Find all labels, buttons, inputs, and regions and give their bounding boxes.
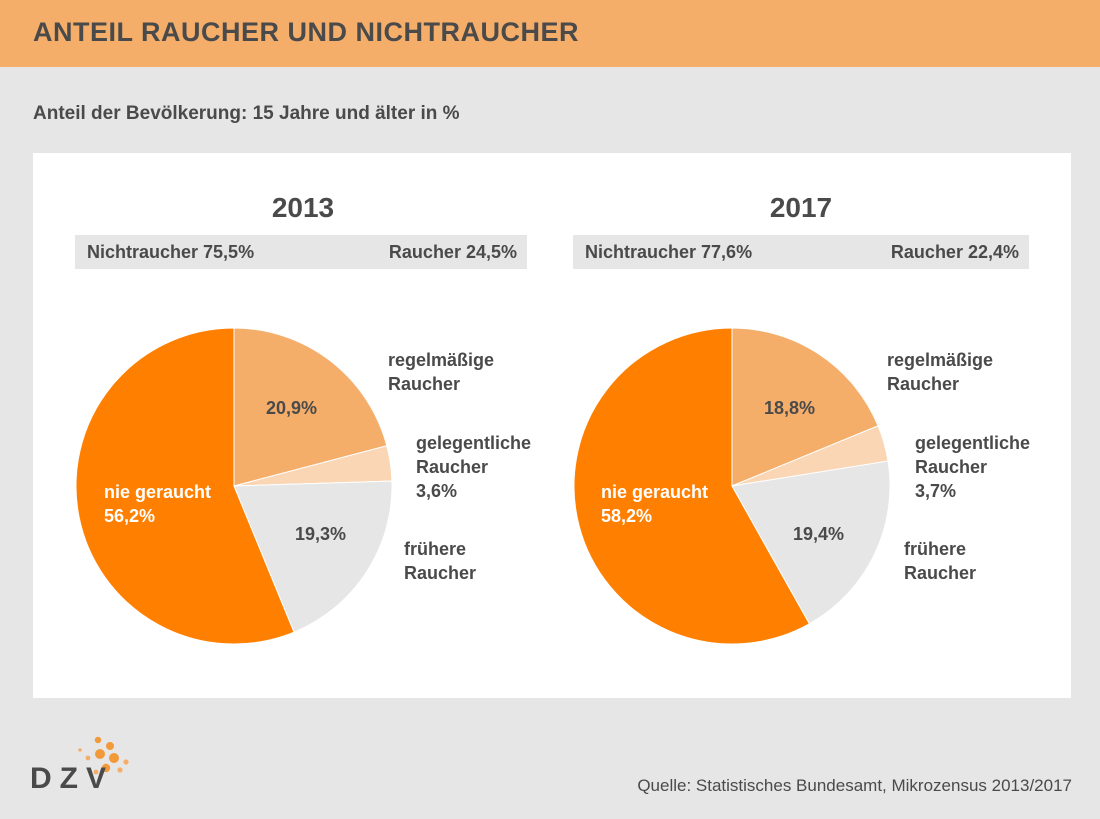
label-fruehere-line2-2013: Raucher [404, 563, 477, 583]
label-gelegentliche-line1-2017: gelegentliche [915, 433, 1031, 453]
chart-subtitle: Anteil der Bevölkerung: 15 Jahre und ält… [33, 103, 460, 124]
label-fruehere-line1-2013: frühere [404, 539, 467, 559]
label-gelegentliche-line2-2013: Raucher [416, 457, 489, 477]
label-fruehere-line1-2017: frühere [904, 539, 967, 559]
value-nie-2013: 56,2% [104, 506, 156, 526]
label-gelegentliche-2013: gelegentliche Raucher 3,6% [416, 431, 531, 503]
label-regelmaessige-line2-2017: Raucher [887, 374, 960, 394]
value-fruehere-2013: 19,3% [295, 524, 347, 544]
value-nie-2017: 58,2% [601, 506, 653, 526]
label-gelegentliche-line2-2017: Raucher [915, 457, 988, 477]
label-regelmaessige-2013: regelmäßige Raucher [388, 348, 494, 396]
summary-nichtraucher-2017: Nichtraucher 77,6% [585, 242, 753, 262]
label-fruehere-2013: frühere Raucher [404, 537, 476, 585]
summary-nichtraucher-2013: Nichtraucher 75,5% [87, 242, 255, 262]
label-fruehere-2017: frühere Raucher [904, 537, 976, 585]
header-bar: ANTEIL RAUCHER UND NICHTRAUCHER [0, 0, 1100, 67]
label-regelmaessige-line2-2013: Raucher [388, 374, 461, 394]
label-regelmaessige-line1-2013: regelmäßige [388, 350, 495, 370]
label-nie-2013: nie geraucht 56,2% [104, 480, 211, 528]
chart-year-2013: 2013 [271, 192, 335, 223]
summary-bar-2017: Nichtraucher 77,6% Raucher 22,4% [573, 235, 1029, 269]
summary-raucher-2017: Raucher 22,4% [890, 242, 1019, 262]
pie-slice-fruehere-2017 [731, 460, 891, 625]
pie-slice-fruehere-2013 [233, 480, 393, 633]
source-note: Quelle: Statistisches Bundesamt, Mikroze… [637, 776, 1072, 795]
pie-slice-regelmaessige-2017 [731, 327, 879, 487]
label-gelegentliche-2017: gelegentliche Raucher 3,7% [915, 431, 1030, 503]
value-regelmaessige-2017: 18,8% [764, 398, 816, 418]
summary-raucher-2013: Raucher 24,5% [388, 242, 517, 262]
dzv-logo-text: DZV [30, 762, 114, 795]
value-fruehere-2017: 19,4% [793, 524, 845, 544]
label-fruehere-line2-2017: Raucher [904, 563, 977, 583]
label-regelmaessige-line1-2017: regelmäßige [887, 350, 994, 370]
value-regelmaessige-2013: 20,9% [266, 398, 318, 418]
pie-slice-regelmaessige-2013 [233, 327, 388, 487]
label-regelmaessige-2017: regelmäßige Raucher [887, 348, 993, 396]
summary-bar-2013: Nichtraucher 75,5% Raucher 24,5% [75, 235, 527, 269]
pie-slice-nie-2013 [75, 327, 295, 645]
chart-year-2017: 2017 [769, 192, 833, 223]
label-nie-line1-2017: nie geraucht [601, 482, 709, 502]
page-title: ANTEIL RAUCHER UND NICHTRAUCHER [33, 17, 579, 47]
label-nie-2017: nie geraucht 58,2% [601, 480, 708, 528]
label-gelegentliche-line1-2013: gelegentliche [416, 433, 532, 453]
value-gelegentliche-2013: 3,6% [416, 481, 458, 501]
label-nie-line1-2013: nie geraucht [104, 482, 212, 502]
dzv-logo-dots-icon [78, 736, 129, 775]
pie-slice-nie-2017 [573, 327, 811, 645]
value-gelegentliche-2017: 3,7% [915, 481, 957, 501]
